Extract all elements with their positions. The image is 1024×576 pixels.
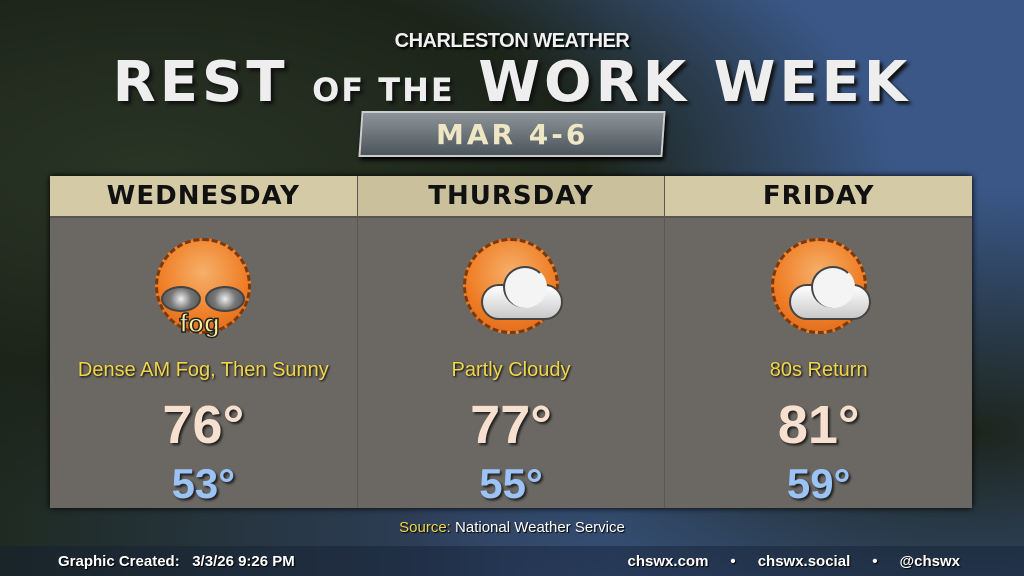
separator: • bbox=[872, 553, 878, 570]
day-name: FRIDAY bbox=[665, 176, 973, 218]
website-link[interactable]: chswx.com bbox=[627, 553, 709, 570]
page-title: REST OF THE WORK WEEK bbox=[0, 50, 1024, 115]
day-column-thursday: THURSDAY Partly Cloudy 77° 55° bbox=[356, 176, 665, 508]
created-value: 3/3/26 9:26 PM bbox=[192, 553, 295, 570]
condition: Dense AM Fog, Then Sunny bbox=[77, 359, 329, 381]
footer: Graphic Created: 3/3/26 9:26 PM chswx.co… bbox=[0, 546, 1024, 576]
low-temp: 53° bbox=[171, 460, 236, 507]
title-rest: REST bbox=[112, 50, 289, 115]
date-range: MAR 4-6 bbox=[435, 117, 589, 151]
high-temp: 77° bbox=[470, 395, 552, 455]
low-temp: 59° bbox=[786, 460, 851, 507]
created-label: Graphic Created: bbox=[58, 553, 180, 570]
condition: Partly Cloudy bbox=[451, 359, 571, 381]
source-label: Source: bbox=[399, 519, 451, 536]
fog-icon-label: fog bbox=[179, 307, 221, 339]
partly-cloudy-icon bbox=[770, 238, 871, 334]
source-value: National Weather Service bbox=[455, 519, 625, 536]
day-column-friday: FRIDAY 80s Return 81° 59° bbox=[664, 176, 973, 508]
handle-link[interactable]: @chswx bbox=[899, 553, 960, 570]
subtitle: CHARLESTON WEATHER bbox=[394, 30, 630, 52]
date-banner: MAR 4-6 bbox=[358, 111, 666, 157]
high-temp: 81° bbox=[777, 395, 860, 455]
partly-cloudy-icon bbox=[463, 238, 563, 334]
title-of-the: OF THE bbox=[312, 71, 455, 109]
fog-icon: fog bbox=[155, 238, 252, 339]
forecast-panel: WEDNESDAY fog Dense AM Fog, Then Sunny 7… bbox=[50, 176, 973, 508]
condition: 80s Return bbox=[769, 359, 868, 381]
day-name: WEDNESDAY bbox=[50, 176, 357, 218]
day-column-wednesday: WEDNESDAY fog Dense AM Fog, Then Sunny 7… bbox=[50, 176, 357, 508]
separator: • bbox=[730, 553, 736, 570]
social-link[interactable]: chswx.social bbox=[757, 553, 851, 570]
title-work-week: WORK WEEK bbox=[478, 50, 912, 115]
high-temp: 76° bbox=[162, 395, 245, 455]
low-temp: 55° bbox=[479, 460, 543, 507]
day-name: THURSDAY bbox=[357, 176, 665, 218]
source-line: Source: National Weather Service bbox=[0, 519, 1024, 536]
